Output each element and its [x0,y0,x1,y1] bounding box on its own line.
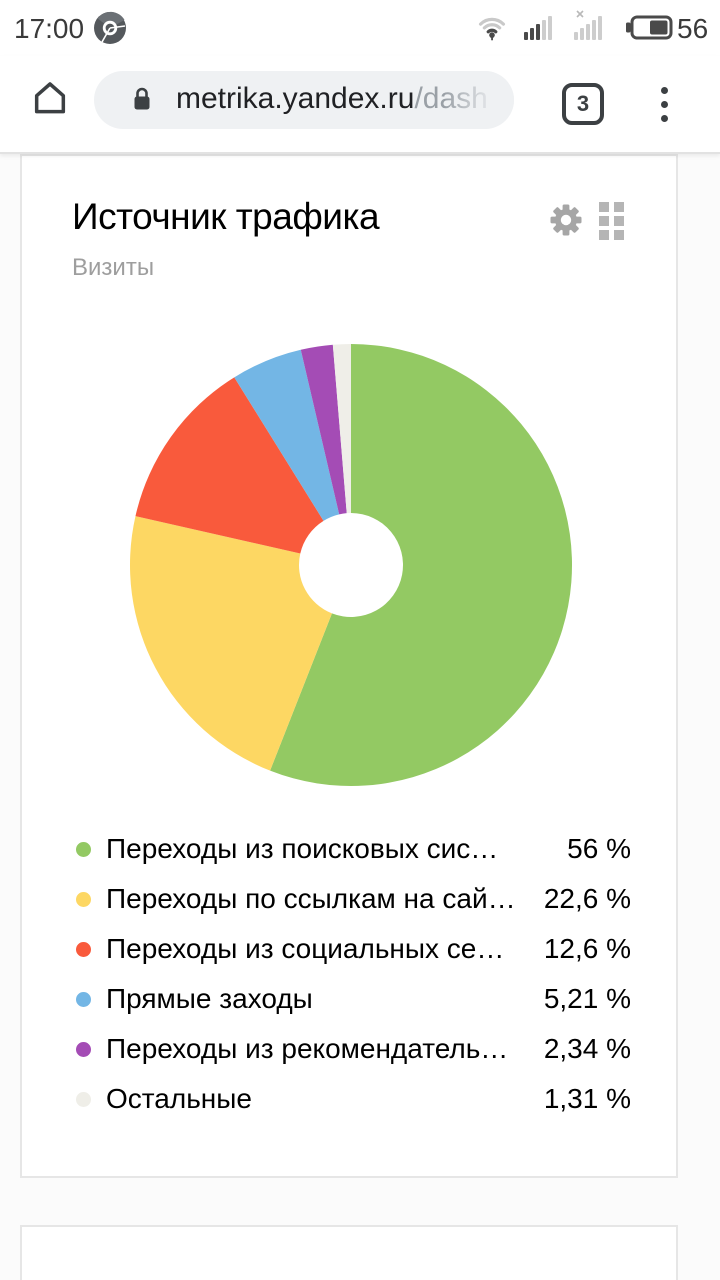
legend-label: Переходы по ссылкам на сай… [106,883,516,914]
legend-dot-icon [76,941,91,957]
widget-subtitle: Визиты [72,254,155,281]
browser-toolbar: metrika.yandex.ru/dash 3 [0,56,720,154]
legend-value: 2,34 % [543,1033,631,1064]
legend-dot-icon [76,891,91,907]
tab-counter[interactable]: 3 [562,83,604,125]
pie-slice-4[interactable] [300,344,347,515]
clock: 17:00 [14,13,85,44]
battery-percent: 56 [677,13,709,44]
page-content: Источник трафика Визиты Переходы из [0,154,720,1280]
next-widget-card [20,1225,678,1280]
menu-dots-icon[interactable] [652,80,676,128]
legend-value: 12,6 % [543,933,631,964]
chart-legend: Переходы из поисковых сис… 56 % Переходы п… [76,824,631,1124]
pie-slice-1[interactable] [129,516,332,771]
url-fade [444,71,514,129]
lock-icon[interactable] [130,86,154,114]
drag-grid-icon[interactable] [599,202,627,240]
legend-value: 1,31 % [543,1083,631,1114]
legend-dot-icon [76,841,91,857]
legend-label: Переходы из поисковых сис… [106,833,499,864]
pie-slice-2[interactable] [135,377,324,554]
legend-row-3[interactable]: Прямые заходы 5,21 % [76,974,631,1024]
legend-row-1[interactable]: Переходы по ссылкам на сай… 22,6 % [76,874,631,924]
cell-signal-icon [524,16,552,40]
widget-title: Источник трафика [72,196,380,237]
address-bar[interactable]: metrika.yandex.ru/dash [94,71,514,129]
legend-label: Переходы из рекомендатель… [106,1033,509,1064]
legend-row-2[interactable]: Переходы из социальных се… 12,6 % [76,924,631,974]
url-text: metrika.yandex.ru/dash [176,82,488,116]
url-host: metrika.yandex.ru [176,82,415,115]
status-bar: 17:00 [0,0,720,56]
legend-label: Остальные [106,1083,252,1114]
legend-row-0[interactable]: Переходы из поисковых сис… 56 % [76,824,631,874]
pie-slice-3[interactable] [234,349,340,521]
legend-label: Переходы из социальных се… [106,933,505,964]
cell-signal-2-icon [574,10,602,40]
legend-row-5[interactable]: Остальные 1,31 % [76,1074,631,1124]
legend-dot-icon [76,991,91,1007]
gear-icon[interactable] [546,200,586,240]
legend-dot-icon [76,1041,91,1057]
home-icon[interactable] [30,76,70,120]
battery-icon [626,15,673,40]
legend-value: 56 % [567,833,631,864]
donut-chart[interactable] [129,343,573,787]
chrome-icon [94,11,126,44]
pie-slice-0[interactable] [270,344,573,786]
pie-slice-5[interactable] [332,344,351,514]
legend-dot-icon [76,1091,91,1107]
legend-label: Прямые заходы [106,983,313,1014]
wifi-icon [478,17,506,41]
legend-row-4[interactable]: Переходы из рекомендатель… 2,34 % [76,1024,631,1074]
legend-value: 22,6 % [543,883,631,914]
legend-value: 5,21 % [543,983,631,1014]
traffic-source-widget: Источник трафика Визиты Переходы из [20,154,678,1178]
